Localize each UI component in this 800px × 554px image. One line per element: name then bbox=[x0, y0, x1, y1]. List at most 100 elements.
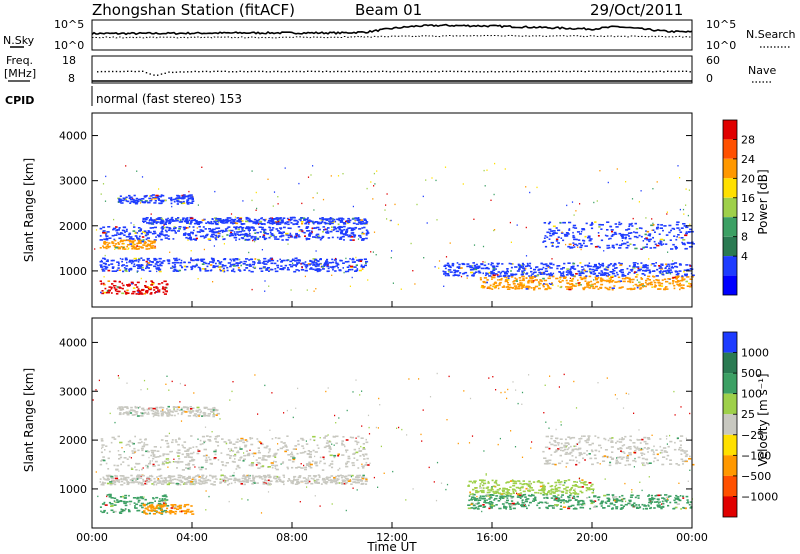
range-cell bbox=[346, 478, 349, 480]
range-cell bbox=[618, 270, 622, 272]
range-cell bbox=[329, 266, 333, 268]
range-cell bbox=[223, 219, 226, 222]
range-cell bbox=[292, 458, 296, 461]
range-cell bbox=[202, 235, 205, 237]
range-cell bbox=[171, 267, 173, 269]
range-cell bbox=[117, 267, 120, 269]
range-cell bbox=[519, 282, 522, 284]
range-cell bbox=[451, 264, 454, 267]
range-cell bbox=[645, 279, 648, 282]
range-cell bbox=[290, 218, 293, 221]
range-cell bbox=[251, 288, 253, 291]
range-cell bbox=[569, 269, 572, 271]
colorbar-segment bbox=[723, 256, 737, 276]
range-cell bbox=[547, 277, 551, 280]
range-cell bbox=[277, 476, 281, 479]
range-cell bbox=[174, 439, 177, 441]
range-cell bbox=[484, 261, 486, 263]
range-cell bbox=[132, 243, 135, 245]
range-cell bbox=[178, 258, 181, 261]
range-cell bbox=[130, 481, 133, 484]
range-cell bbox=[273, 475, 277, 478]
range-cell bbox=[229, 258, 232, 261]
range-cell bbox=[572, 226, 575, 229]
range-cell bbox=[217, 227, 221, 229]
range-cell bbox=[167, 476, 171, 479]
range-cell bbox=[124, 248, 127, 250]
range-cell bbox=[552, 275, 555, 278]
range-cell bbox=[574, 275, 576, 277]
range-cell bbox=[155, 291, 158, 293]
range-cell bbox=[140, 257, 143, 259]
range-cell bbox=[258, 226, 262, 228]
range-cell bbox=[562, 239, 565, 242]
freq-point bbox=[618, 70, 620, 73]
range-cell bbox=[512, 281, 515, 283]
range-cell bbox=[502, 495, 506, 498]
range-cell bbox=[111, 283, 114, 285]
range-cell bbox=[591, 221, 593, 224]
range-cell bbox=[489, 505, 493, 508]
range-cell bbox=[345, 465, 349, 468]
range-cell bbox=[616, 168, 618, 170]
range-cell bbox=[123, 234, 126, 236]
range-cell bbox=[536, 186, 538, 189]
range-cell bbox=[161, 406, 165, 409]
range-cell bbox=[618, 280, 622, 282]
range-cell bbox=[266, 221, 271, 224]
range-cell bbox=[241, 230, 245, 232]
range-cell bbox=[619, 508, 623, 510]
range-cell bbox=[202, 226, 205, 228]
range-cell bbox=[274, 221, 277, 223]
range-cell bbox=[340, 476, 343, 479]
range-cell bbox=[593, 263, 597, 266]
freq-point bbox=[430, 71, 433, 73]
range-cell bbox=[637, 267, 640, 270]
range-cell bbox=[373, 172, 375, 175]
range-cell bbox=[353, 457, 356, 459]
freq-point bbox=[198, 71, 200, 73]
range-cell bbox=[263, 257, 267, 260]
range-cell bbox=[210, 235, 213, 237]
range-cell bbox=[148, 247, 151, 250]
range-cell bbox=[321, 469, 325, 471]
range-cell bbox=[674, 275, 677, 278]
range-cell bbox=[178, 409, 181, 412]
range-cell bbox=[557, 229, 561, 232]
range-cell bbox=[220, 474, 224, 477]
range-cell bbox=[506, 495, 510, 497]
range-cell bbox=[666, 213, 668, 215]
range-cell bbox=[186, 200, 189, 203]
range-cell bbox=[630, 494, 634, 496]
freq-point bbox=[592, 70, 594, 72]
range-cell bbox=[239, 230, 242, 233]
range-cell bbox=[580, 278, 584, 281]
range-cell bbox=[170, 229, 174, 232]
range-cell bbox=[305, 266, 308, 269]
range-cell bbox=[174, 478, 177, 481]
range-cell bbox=[293, 479, 296, 481]
range-cell bbox=[267, 261, 269, 263]
range-cell bbox=[674, 506, 678, 509]
range-cell bbox=[559, 499, 563, 501]
range-cell bbox=[316, 263, 320, 266]
range-cell bbox=[490, 506, 493, 509]
range-cell bbox=[248, 218, 251, 220]
date-label: 29/Oct/2011 bbox=[590, 1, 683, 19]
range-cell bbox=[124, 504, 128, 507]
range-cell bbox=[275, 270, 279, 273]
range-cell bbox=[323, 446, 327, 449]
range-cell bbox=[586, 283, 590, 285]
range-cell bbox=[157, 507, 161, 510]
range-cell bbox=[672, 243, 675, 246]
range-cell bbox=[178, 226, 182, 228]
range-cell bbox=[184, 483, 188, 485]
range-cell bbox=[185, 463, 189, 466]
range-cell bbox=[527, 282, 530, 284]
range-cell bbox=[211, 233, 214, 236]
range-cell bbox=[629, 243, 632, 245]
freq-point bbox=[262, 70, 264, 73]
range-cell bbox=[248, 226, 251, 229]
range-cell bbox=[206, 269, 210, 272]
range-cell bbox=[323, 265, 326, 267]
